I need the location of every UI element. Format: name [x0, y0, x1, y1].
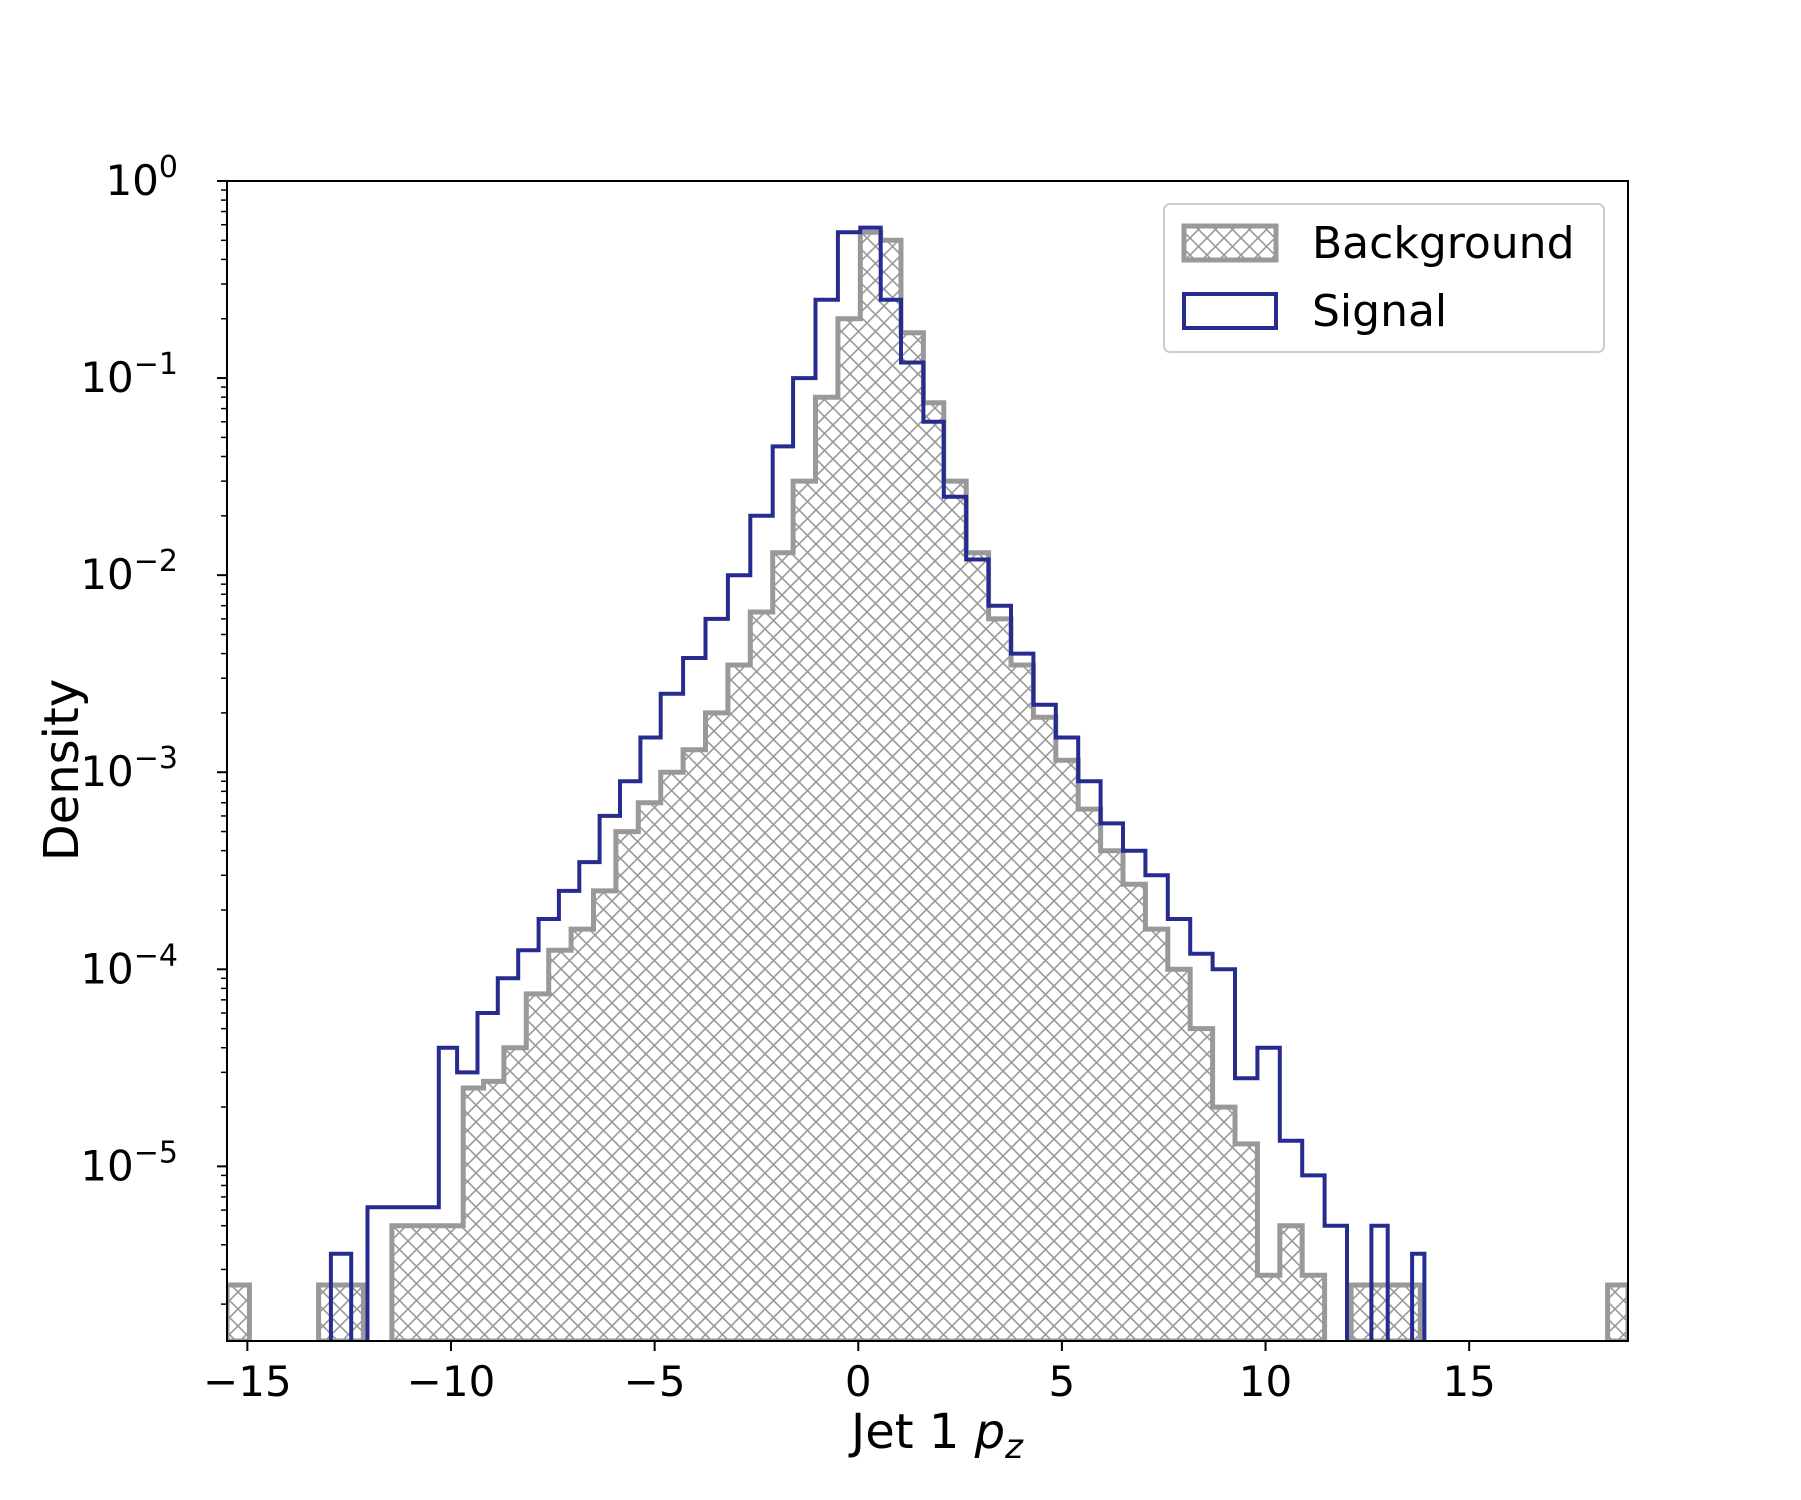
legend-swatch-background: [1181, 223, 1279, 263]
x-axis-title-main: Jet 1: [848, 1404, 975, 1460]
axes-frame: [226, 180, 1629, 1342]
x-tick-label: 15: [1442, 1357, 1495, 1406]
y-tick-label: 100: [105, 150, 178, 205]
y-tick-label: 10−4: [80, 938, 178, 993]
legend: Background Signal: [1163, 203, 1605, 353]
x-tick-label: −15: [203, 1357, 292, 1406]
x-axis-ticks: −15 −10 −5 0 5 10 15: [203, 1341, 1496, 1406]
y-axis-ticks: 100 10−1 10−2 10−3 10−4 10−5: [80, 150, 227, 1305]
x-tick-label: 10: [1239, 1357, 1292, 1406]
y-tick-label: 10−3: [80, 741, 178, 796]
background-histogram-segment-1: [316, 1282, 366, 1341]
signal-histogram-segment-3: [1410, 1251, 1427, 1341]
signal-histogram-segment-1: [365, 225, 1349, 1341]
x-axis-title: Jet 1 pz: [848, 1404, 1024, 1467]
x-axis-title-var: p: [974, 1404, 1005, 1460]
series-layer: [227, 225, 1628, 1341]
signal-histogram-segment-2: [1369, 1223, 1390, 1341]
y-axis-title: Density: [34, 679, 90, 861]
y-tick-label: 10−5: [80, 1135, 178, 1190]
legend-label-signal: Signal: [1312, 286, 1447, 337]
background-histogram-segment-0: [227, 1282, 252, 1341]
x-tick-label: 5: [1049, 1357, 1076, 1406]
background-histogram-segment-4: [1605, 1282, 1628, 1341]
plot-area: [226, 180, 1629, 1342]
legend-swatch-signal: [1182, 292, 1278, 330]
signal-histogram-segment-0: [328, 1251, 354, 1341]
y-tick-label: 10−1: [80, 347, 178, 402]
x-tick-label: −10: [407, 1357, 496, 1406]
y-tick-label: 10−2: [80, 544, 178, 599]
x-axis-title-sub: z: [1004, 1427, 1024, 1467]
x-tick-label: −5: [624, 1357, 686, 1406]
legend-label-background: Background: [1312, 218, 1575, 269]
x-tick-label: 0: [845, 1357, 872, 1406]
